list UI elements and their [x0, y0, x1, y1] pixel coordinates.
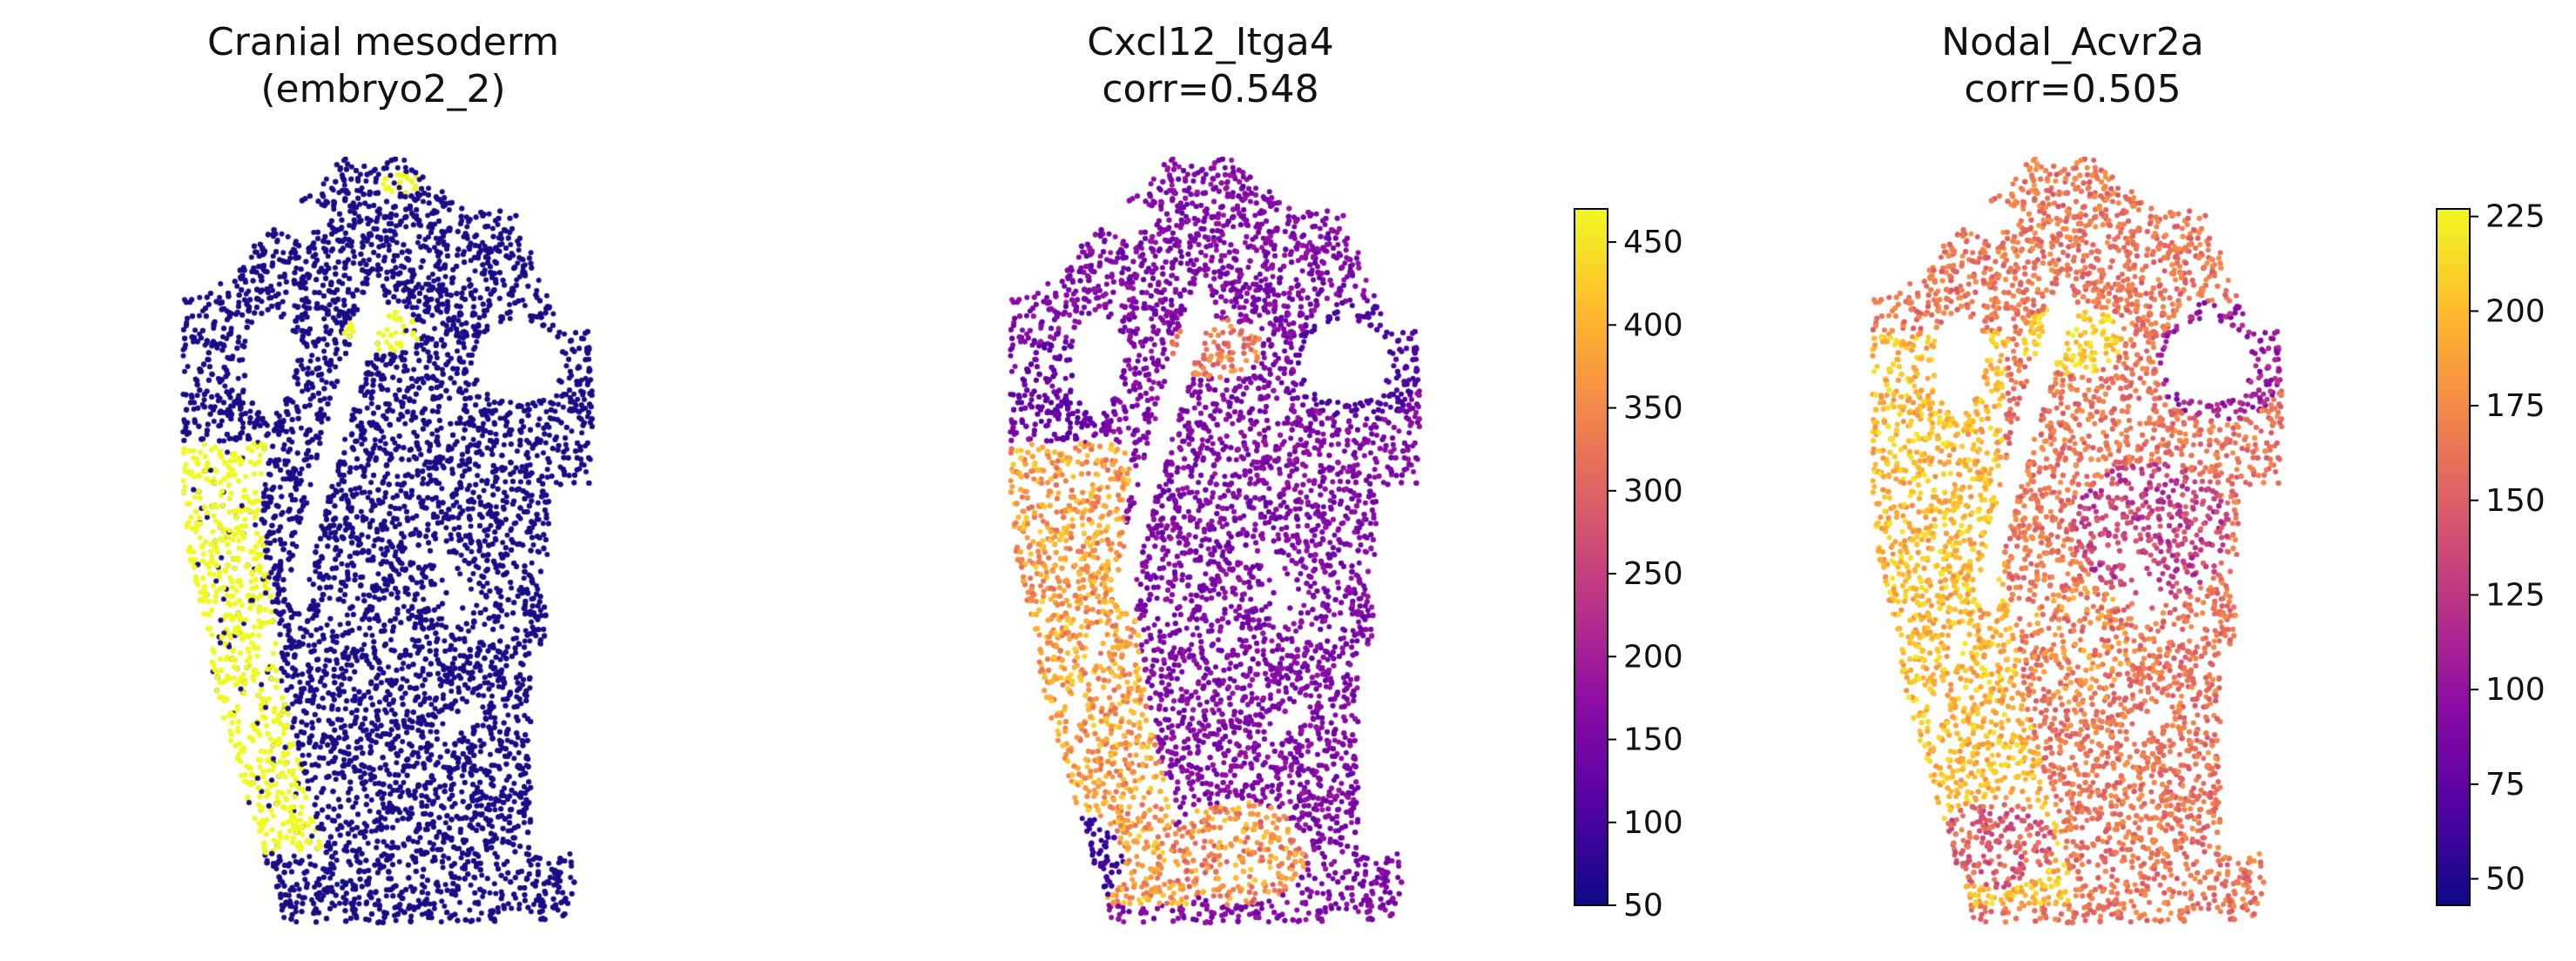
- panel-2-colorbar-tick-label: 400: [1623, 307, 1683, 343]
- panel-1-scatter: [165, 157, 618, 940]
- panel-2-title-line-2: corr=0.548: [1102, 67, 1319, 111]
- panel-3-colorbar-tick-label: 75: [2485, 767, 2525, 803]
- panel-3-colorbar-tick-label: 150: [2485, 483, 2546, 519]
- panel-2-colorbar-tick-label: 150: [1623, 722, 1683, 758]
- panel-2-scatter: [993, 157, 1446, 940]
- panel-2-colorbar-tick-label: 250: [1623, 556, 1683, 592]
- panel-2-title-line-1: Cxcl12_Itga4: [1087, 20, 1334, 64]
- panel-3-title-line-1: Nodal_Acvr2a: [1941, 20, 2204, 64]
- panel-2-colorbar-tick-label: 450: [1623, 225, 1683, 260]
- panel-3-colorbar-tick-label: 175: [2485, 388, 2546, 424]
- panel-1-title-line-1: Cranial mesoderm: [206, 20, 559, 64]
- panel-2-colorbar-gradient: [1574, 208, 1608, 906]
- panel-3-colorbar-tick-label: 100: [2485, 672, 2546, 708]
- panel-1-title-line-2: (embryo2_2): [260, 67, 506, 111]
- panel-2-colorbar-tick-label: 350: [1623, 391, 1683, 427]
- panel-3-title: Nodal_Acvr2a corr=0.505: [1811, 19, 2334, 113]
- panel-2-colorbar-tick-label: 200: [1623, 639, 1683, 675]
- panel-3-colorbar-tick-label: 200: [2485, 293, 2546, 329]
- panel-3-colorbar-tick-label: 225: [2485, 199, 2546, 235]
- panel-2-title: Cxcl12_Itga4 corr=0.548: [949, 19, 1472, 113]
- panel-2-colorbar-tick-label: 50: [1623, 888, 1663, 924]
- panel-1-title: Cranial mesoderm (embryo2_2): [122, 19, 644, 113]
- panel-3-colorbar-tick-label: 125: [2485, 577, 2546, 613]
- panel-3-colorbar-gradient: [2436, 208, 2471, 906]
- panel-3-colorbar: 50 75 100 125 150 175 200 225: [2436, 199, 2546, 906]
- panel-2-colorbar-tick-label: 300: [1623, 474, 1683, 509]
- panel-2-colorbar: 50 100 150 200 250 300 350 400 450: [1574, 208, 1683, 924]
- panel-2-colorbar-tick-label: 100: [1623, 805, 1683, 841]
- panel-3-scatter: [1855, 157, 2308, 940]
- panel-3-title-line-2: corr=0.505: [1964, 67, 2182, 111]
- panel-3-colorbar-tick-label: 50: [2485, 862, 2525, 897]
